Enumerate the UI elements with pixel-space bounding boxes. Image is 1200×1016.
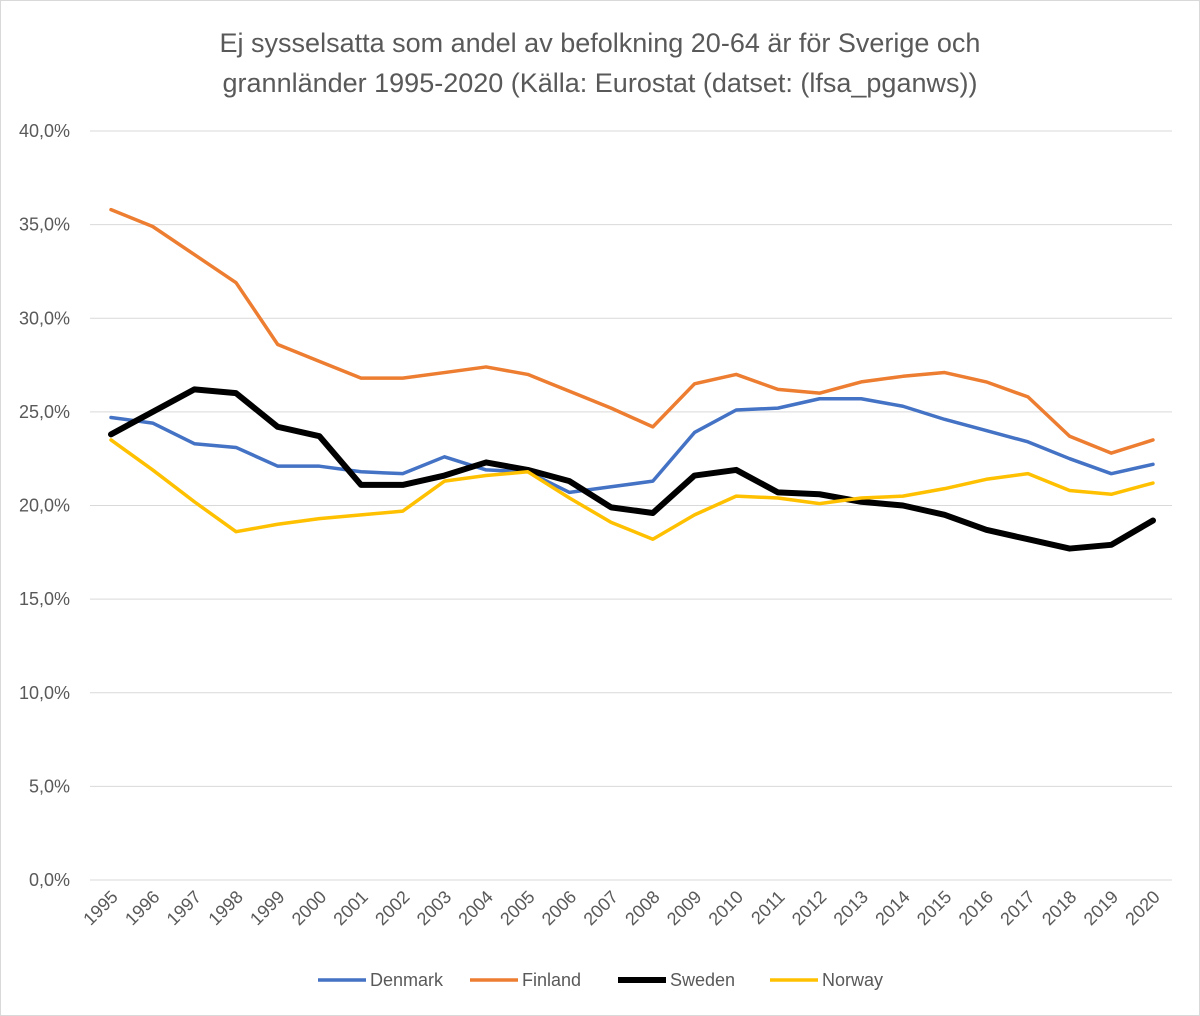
x-tick-label: 2015 [913,887,955,929]
legend-label-denmark: Denmark [370,970,444,990]
y-tick-label: 0,0% [29,870,70,890]
x-tick-label: 2004 [454,887,496,929]
x-tick-label: 2019 [1080,887,1122,929]
x-tick-label: 2013 [830,887,872,929]
y-tick-label: 5,0% [29,776,70,796]
y-tick-label: 20,0% [19,496,70,516]
x-tick-label: 2020 [1121,887,1163,929]
x-tick-label: 1998 [204,887,246,929]
y-tick-label: 10,0% [19,683,70,703]
y-tick-label: 25,0% [19,402,70,422]
legend-label-norway: Norway [822,970,883,990]
y-tick-label: 35,0% [19,215,70,235]
x-tick-label: 2002 [371,887,413,929]
y-tick-label: 15,0% [19,589,70,609]
chart-title-line-2: grannländer 1995-2020 (Källa: Eurostat (… [223,68,978,98]
x-tick-label: 1996 [121,887,163,929]
x-tick-label: 1995 [79,887,121,929]
legend-label-finland: Finland [522,970,581,990]
x-tick-label: 1999 [246,887,288,929]
x-tick-label: 2017 [996,887,1038,929]
series-line-norway [109,438,1155,541]
x-tick-label: 2007 [580,887,622,929]
series-line-denmark [109,397,1155,495]
y-tick-label: 30,0% [19,308,70,328]
x-tick-label: 2010 [705,887,747,929]
x-tick-label: 2006 [538,887,580,929]
series-line-finland [109,207,1155,455]
legend-label-sweden: Sweden [670,970,735,990]
x-tick-label: 2001 [329,887,371,929]
x-tick-label: 2018 [1038,887,1080,929]
x-tick-label: 2011 [747,887,789,929]
x-tick-label: 2008 [621,887,663,929]
y-tick-label: 40,0% [19,121,70,141]
x-tick-label: 2016 [955,887,997,929]
x-tick-label: 2014 [871,887,913,929]
x-tick-label: 2005 [496,887,538,929]
x-tick-label: 2003 [413,887,455,929]
x-tick-label: 2012 [788,887,830,929]
x-tick-label: 2000 [288,887,330,929]
x-tick-label: 1997 [163,887,205,929]
x-tick-label: 2009 [663,887,705,929]
chart-title-line-1: Ej sysselsatta som andel av befolkning 2… [220,28,981,58]
series-line-sweden [108,386,1156,552]
